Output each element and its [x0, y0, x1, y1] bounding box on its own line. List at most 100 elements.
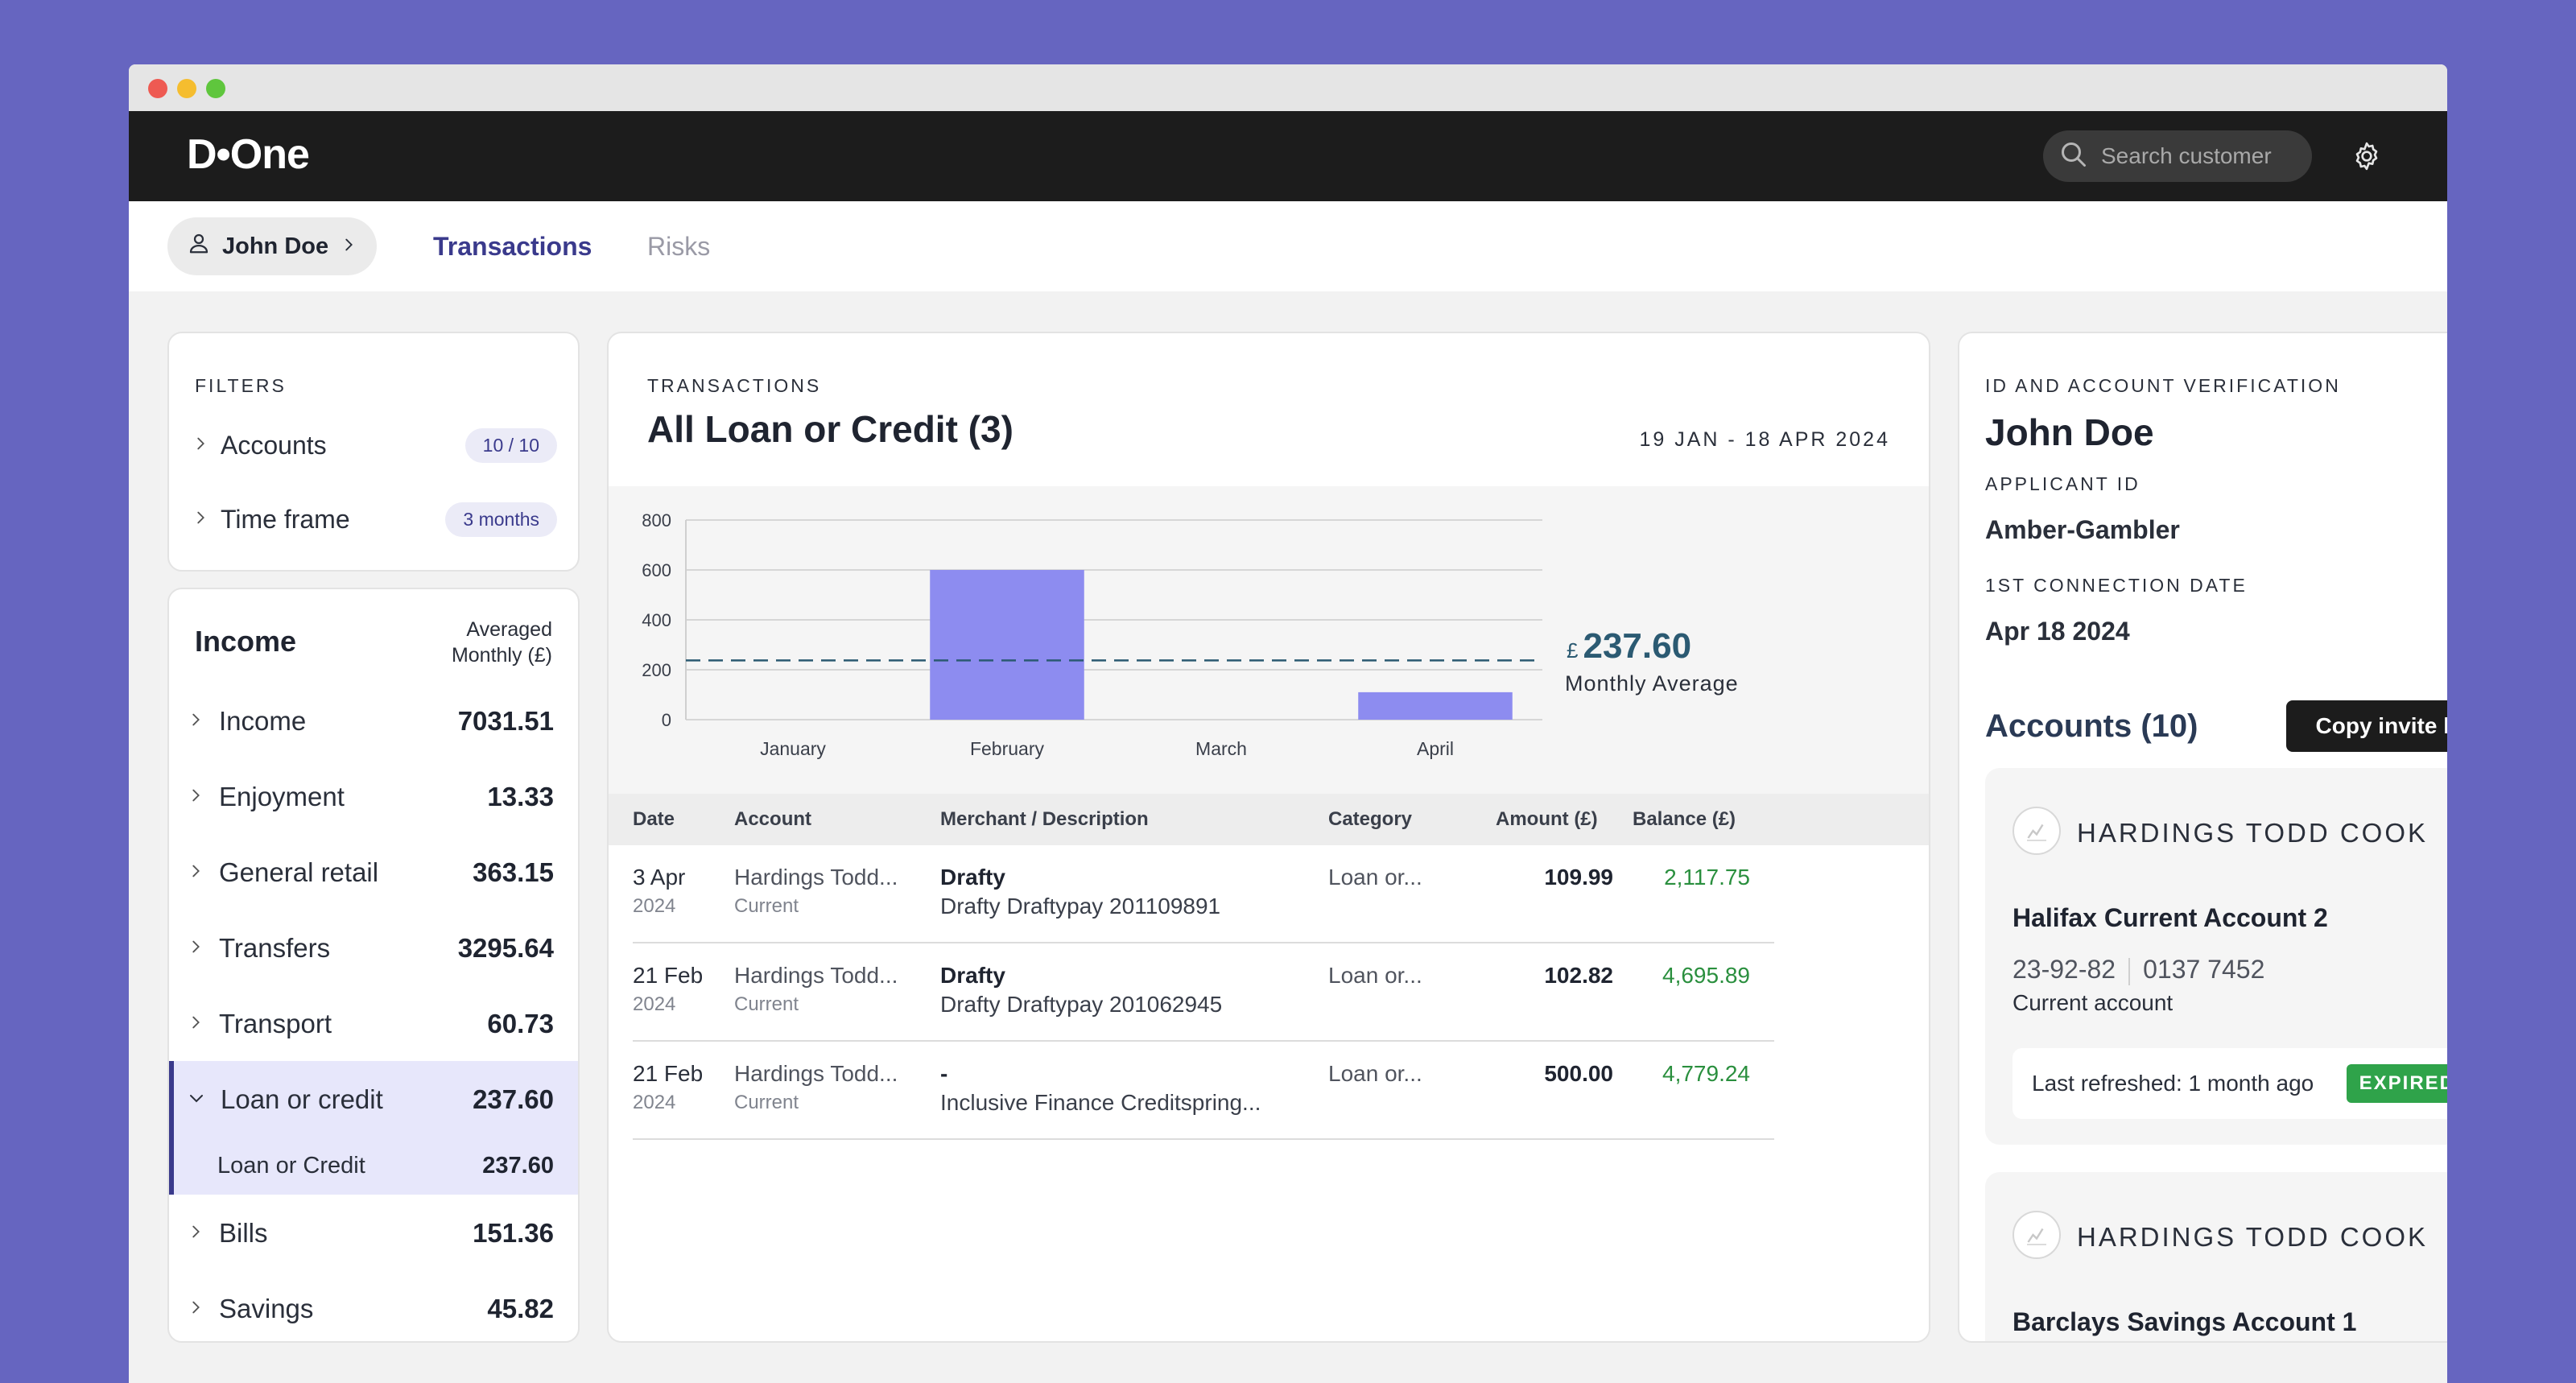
account-name: Halifax Current Account 2 — [2013, 903, 2328, 932]
column-header[interactable]: Amount (£) — [1496, 808, 1598, 830]
bank-logo-icon — [2013, 1211, 2061, 1259]
close-window-button[interactable] — [148, 79, 167, 98]
account-name: Barclays Savings Account 1 — [2013, 1307, 2357, 1336]
income-category-row[interactable]: Transport 60.73 — [169, 985, 578, 1063]
income-category-row[interactable]: Enjoyment 13.33 — [169, 758, 578, 836]
x-tick-label: January — [760, 738, 826, 759]
filter-label: Accounts — [221, 430, 327, 460]
filter-accounts[interactable]: Accounts 10 / 10 — [192, 425, 557, 465]
chevron-down-icon — [187, 1088, 206, 1112]
average-amount: 237.60 — [1583, 626, 1692, 666]
bank-logo-icon — [2013, 807, 2061, 855]
bank-name: HARDINGS TODD COOK — [2077, 1222, 2428, 1252]
sort-code: 23-92-82 — [2013, 955, 2116, 984]
y-tick-label: 0 — [662, 710, 671, 730]
app-window: D•One John Doe Transactions Risks FILTER… — [129, 64, 2447, 1383]
transactions-panel: TRANSACTIONS All Loan or Credit (3) 19 J… — [607, 332, 1930, 1343]
income-category-label: Enjoyment — [219, 782, 345, 811]
income-category-label: Transfers — [219, 933, 331, 963]
income-subtitle-line: Averaged — [466, 618, 552, 641]
currency-symbol: £ — [1567, 638, 1579, 663]
search-input[interactable] — [2101, 143, 2294, 169]
chevron-right-icon — [187, 1298, 204, 1320]
filters-title: FILTERS — [195, 375, 287, 396]
chart-bar — [930, 570, 1084, 720]
top-navigation-bar: D•One — [129, 111, 2447, 201]
row-amount: 500.00 — [1544, 1061, 1613, 1086]
divider — [2128, 957, 2131, 985]
row-category: Loan or... — [1328, 963, 1422, 988]
row-merchant: - — [940, 1061, 948, 1086]
income-panel: Income Averaged Monthly (£) Income 7031.5… — [167, 588, 580, 1343]
refresh-status: Last refreshed: 1 month ago EXPIRED — [2013, 1048, 2447, 1119]
income-category-label: Bills — [219, 1218, 268, 1248]
x-tick-label: April — [1417, 738, 1454, 759]
income-category-row[interactable]: General retail 363.15 — [169, 834, 578, 911]
table-row[interactable]: 3 Apr 2024 Hardings Todd... Current Drafty Dr… — [633, 845, 1774, 943]
applicant-id-label: APPLICANT ID — [1985, 473, 2140, 494]
tab-transactions[interactable]: Transactions — [433, 232, 592, 261]
customer-name: John Doe — [222, 233, 329, 259]
income-category-value: 7031.51 — [457, 706, 554, 736]
income-category-row[interactable]: Bills 151.36 — [169, 1195, 578, 1272]
chevron-right-icon — [192, 509, 209, 530]
verification-section-label: ID AND ACCOUNT VERIFICATION — [1985, 375, 2341, 396]
table-row[interactable]: 21 Feb 2024 Hardings Todd... Current Drafty D… — [633, 943, 1774, 1042]
income-category-label: Income — [219, 706, 307, 736]
row-description: Drafty Draftypay 201109891 — [940, 894, 1221, 919]
settings-gear-icon[interactable] — [2349, 138, 2384, 174]
account-number: 23-92-82 0137 7452 — [2013, 955, 2264, 985]
filter-badge: 10 / 10 — [464, 427, 557, 463]
account-card[interactable]: HARDINGS TODD COOK Halifax Current Accou… — [1985, 768, 2447, 1145]
column-header[interactable]: Date — [633, 808, 675, 830]
user-icon — [187, 231, 211, 262]
row-year: 2024 — [633, 993, 676, 1015]
filter-time-frame[interactable]: Time frame 3 months — [192, 499, 557, 539]
income-category-row[interactable]: Savings 45.82 — [169, 1270, 578, 1341]
chevron-right-icon — [187, 786, 204, 808]
column-header[interactable]: Category — [1328, 808, 1413, 830]
account-digits: 0137 7452 — [2143, 955, 2265, 984]
window-titlebar — [129, 64, 2447, 111]
row-amount: 109.99 — [1544, 865, 1613, 890]
row-category: Loan or... — [1328, 865, 1422, 890]
row-year: 2024 — [633, 1092, 676, 1113]
maximize-window-button[interactable] — [206, 79, 225, 98]
app-logo[interactable]: D•One — [187, 131, 310, 178]
income-category-label: Savings — [219, 1294, 314, 1323]
table-row[interactable]: 21 Feb 2024 Hardings Todd... Current - Inclus… — [633, 1042, 1774, 1140]
tab-risks[interactable]: Risks — [647, 232, 711, 261]
income-category-label: Loan or credit — [221, 1084, 383, 1114]
monthly-average-label: Monthly Average — [1565, 671, 1739, 696]
column-header[interactable]: Account — [734, 808, 811, 830]
chevron-right-icon — [187, 711, 204, 733]
account-card[interactable]: HARDINGS TODD COOK Barclays Savings Acco… — [1985, 1172, 2447, 1341]
minimize-window-button[interactable] — [177, 79, 196, 98]
income-category-row[interactable]: Income 7031.51 — [169, 683, 578, 760]
y-tick-label: 600 — [642, 560, 671, 580]
column-header[interactable]: Merchant / Description — [940, 808, 1149, 830]
income-subcategory-label: Loan or Credit — [217, 1152, 365, 1179]
customer-chip[interactable]: John Doe — [167, 217, 378, 275]
income-subtitle-line: Monthly (£) — [451, 644, 552, 667]
row-account-type: Current — [734, 1092, 799, 1113]
transactions-chart: 0 200 400 600 800 January February March April £… — [609, 486, 1929, 794]
row-account: Hardings Todd... — [734, 865, 898, 890]
copy-invite-link-button[interactable]: Copy invite link — [2286, 700, 2447, 752]
date-range: 19 JAN - 18 APR 2024 — [1639, 428, 1890, 451]
row-account-type: Current — [734, 993, 799, 1015]
x-tick-label: March — [1195, 738, 1247, 759]
income-category-row[interactable]: Loan or credit 237.60 — [169, 1061, 578, 1138]
income-category-row[interactable]: Transfers 3295.64 — [169, 910, 578, 987]
chevron-right-icon — [187, 1223, 204, 1245]
row-year: 2024 — [633, 895, 676, 917]
connection-date-value: Apr 18 2024 — [1985, 617, 2130, 646]
row-amount: 102.82 — [1544, 963, 1613, 988]
income-category-value: 60.73 — [487, 1009, 554, 1038]
chevron-right-icon — [187, 862, 204, 884]
column-header[interactable]: Balance (£) — [1633, 808, 1736, 830]
search-box[interactable] — [2043, 130, 2312, 182]
income-subtitle: Averaged Monthly (£) — [452, 617, 552, 668]
row-merchant: Drafty — [940, 963, 1005, 988]
income-subcategory-row[interactable]: Loan or Credit 237.60 — [169, 1137, 578, 1195]
